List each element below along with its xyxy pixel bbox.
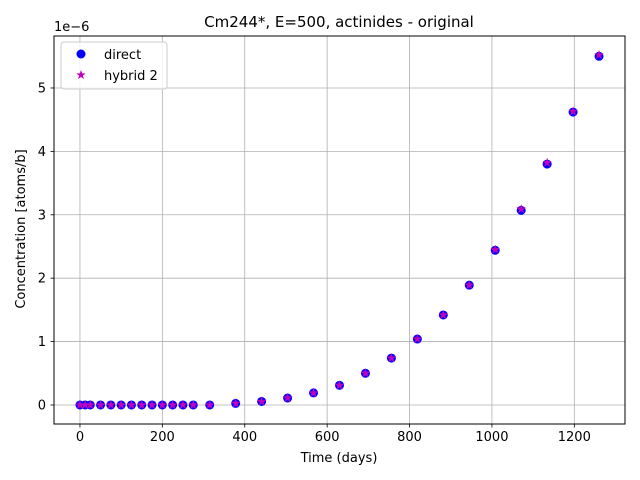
x-tick-label: 0 xyxy=(76,430,84,445)
point-hybrid-2 xyxy=(80,399,90,410)
legend-marker-hybrid-2 xyxy=(76,70,86,80)
point-hybrid-2 xyxy=(85,399,96,410)
point-hybrid-2 xyxy=(256,396,267,406)
y-offset-label: 1e−6 xyxy=(54,20,89,35)
y-tick-label: 5 xyxy=(38,81,46,96)
point-hybrid-2 xyxy=(412,334,423,344)
plot-markers xyxy=(75,50,604,410)
point-hybrid-2 xyxy=(282,393,293,403)
x-tick-label: 200 xyxy=(150,430,175,445)
point-hybrid-2 xyxy=(167,399,178,410)
point-hybrid-2 xyxy=(308,387,319,397)
legend-marker-direct xyxy=(76,49,86,59)
point-hybrid-2 xyxy=(188,399,198,410)
y-axis-label: Concentration [atoms/b] xyxy=(14,149,29,308)
x-tick-label: 1200 xyxy=(558,430,591,445)
chart-title: Cm244*, E=500, actinides - original xyxy=(204,13,474,31)
point-hybrid-2 xyxy=(464,280,475,290)
x-axis-label: Time (days) xyxy=(300,451,378,466)
point-hybrid-2 xyxy=(230,398,241,408)
point-hybrid-2 xyxy=(568,106,578,116)
y-tick-label: 3 xyxy=(38,208,46,223)
x-tick-label: 400 xyxy=(232,430,257,445)
y-tick-label: 0 xyxy=(38,398,46,413)
point-hybrid-2 xyxy=(516,204,526,214)
x-tick-label: 1000 xyxy=(475,430,508,445)
point-hybrid-2 xyxy=(438,309,449,319)
point-hybrid-2 xyxy=(334,380,345,390)
legend-label-direct: direct xyxy=(104,48,141,63)
point-hybrid-2 xyxy=(542,157,552,167)
point-hybrid-2 xyxy=(147,399,157,410)
point-hybrid-2 xyxy=(594,50,604,60)
point-hybrid-2 xyxy=(178,399,188,410)
point-hybrid-2 xyxy=(204,399,215,410)
plot-frame xyxy=(53,35,626,425)
point-hybrid-2 xyxy=(126,399,137,410)
legend-label-hybrid-2: hybrid 2 xyxy=(104,69,158,84)
point-hybrid-2 xyxy=(106,399,116,410)
legend: direct hybrid 2 xyxy=(60,41,168,90)
y-tick-label: 2 xyxy=(38,272,46,287)
y-tick-label: 4 xyxy=(38,145,46,160)
x-tick-label: 800 xyxy=(397,430,422,445)
point-hybrid-2 xyxy=(116,399,126,410)
point-hybrid-2 xyxy=(360,368,371,378)
legend-box xyxy=(60,41,168,90)
axis-ticks: 0 200 400 600 800 1000 1200 0 1 2 3 4 5 xyxy=(38,81,591,445)
point-hybrid-2 xyxy=(157,399,168,410)
point-hybrid-2 xyxy=(137,399,147,410)
point-hybrid-2 xyxy=(490,244,500,254)
point-hybrid-2 xyxy=(75,399,85,410)
point-hybrid-2 xyxy=(95,399,106,410)
y-tick-label: 1 xyxy=(38,335,46,350)
x-tick-label: 600 xyxy=(315,430,340,445)
point-hybrid-2 xyxy=(386,353,397,363)
